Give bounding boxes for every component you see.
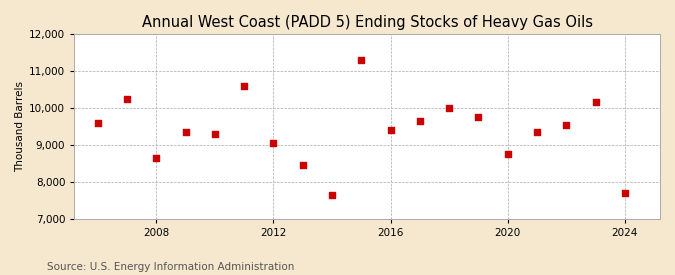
Point bbox=[473, 115, 484, 119]
Point bbox=[297, 163, 308, 167]
Point bbox=[620, 191, 630, 195]
Point bbox=[239, 84, 250, 88]
Title: Annual West Coast (PADD 5) Ending Stocks of Heavy Gas Oils: Annual West Coast (PADD 5) Ending Stocks… bbox=[142, 15, 593, 30]
Point bbox=[502, 152, 513, 156]
Y-axis label: Thousand Barrels: Thousand Barrels bbox=[15, 81, 25, 172]
Point bbox=[532, 130, 543, 134]
Point bbox=[151, 156, 162, 160]
Point bbox=[92, 120, 103, 125]
Point bbox=[122, 97, 132, 101]
Point bbox=[356, 58, 367, 62]
Point bbox=[590, 100, 601, 104]
Point bbox=[561, 122, 572, 127]
Point bbox=[209, 132, 220, 136]
Point bbox=[327, 193, 338, 197]
Point bbox=[268, 141, 279, 145]
Point bbox=[443, 106, 454, 110]
Text: Source: U.S. Energy Information Administration: Source: U.S. Energy Information Administ… bbox=[47, 262, 294, 272]
Point bbox=[385, 128, 396, 132]
Point bbox=[414, 119, 425, 123]
Point bbox=[180, 130, 191, 134]
